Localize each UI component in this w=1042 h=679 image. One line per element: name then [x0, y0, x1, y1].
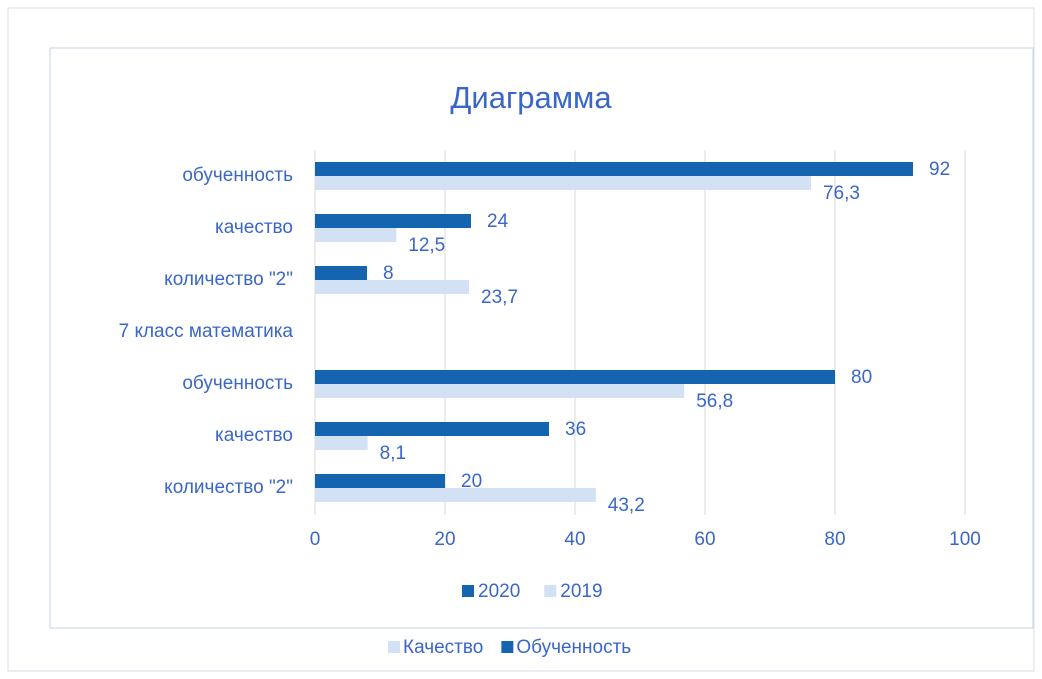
y-tick-label: количество "2" — [164, 269, 293, 290]
data-label: 92 — [929, 159, 950, 180]
bar — [315, 162, 913, 176]
data-label: 8 — [383, 263, 394, 284]
y-tick-label: 7 класс математика — [119, 321, 294, 342]
bar — [315, 370, 835, 384]
x-tick-label: 0 — [310, 529, 321, 550]
legend-swatch — [501, 641, 514, 653]
y-tick-label: количество "2" — [164, 477, 293, 498]
x-tick-label: 40 — [564, 529, 585, 550]
data-label: 43,2 — [608, 495, 645, 516]
y-tick-label: качество — [215, 217, 293, 238]
x-tick-label: 80 — [824, 529, 845, 550]
bar — [315, 422, 549, 436]
legend-swatch — [462, 585, 474, 597]
chart-frame — [49, 47, 1034, 629]
data-label: 12,5 — [408, 235, 445, 256]
bar — [315, 488, 596, 502]
data-label: 23,7 — [481, 287, 518, 308]
y-tick-label: качество — [215, 425, 293, 446]
x-tick-label: 20 — [434, 529, 455, 550]
legend-swatch — [388, 641, 400, 653]
bar — [315, 280, 470, 294]
data-label: 8,1 — [380, 443, 406, 464]
data-label: 56,8 — [696, 391, 733, 412]
x-tick-label: 60 — [694, 529, 715, 550]
y-tick-label: обученность — [182, 373, 293, 394]
data-label: 76,3 — [823, 183, 860, 204]
legend-label: 2019 — [560, 581, 602, 602]
data-label: 24 — [487, 211, 509, 232]
bar — [315, 176, 811, 190]
bar — [315, 384, 685, 398]
data-label: 80 — [851, 367, 872, 388]
x-tick-label: 100 — [949, 529, 981, 550]
bar — [315, 266, 367, 280]
bar — [315, 228, 397, 242]
legend-label: Обученность — [516, 637, 631, 658]
bar — [315, 474, 445, 488]
legend-swatch — [544, 585, 557, 597]
bar — [315, 214, 471, 228]
chart-title: Диаграмма — [450, 80, 612, 115]
data-label: 20 — [461, 471, 482, 492]
bar — [315, 436, 368, 450]
legend-label: Качество — [403, 637, 483, 658]
data-label: 36 — [565, 419, 586, 440]
legend-label: 2020 — [478, 581, 520, 602]
y-tick-label: обученность — [182, 165, 293, 186]
